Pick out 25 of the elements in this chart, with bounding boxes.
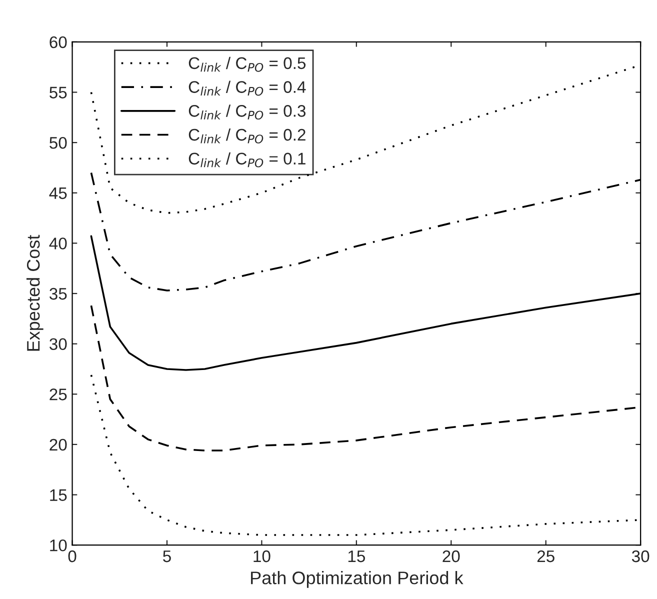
y-tick-label: 15 <box>50 489 67 501</box>
y-tick-label: 35 <box>50 288 67 300</box>
x-tick-label: 20 <box>442 550 460 562</box>
y-tick-label: 45 <box>49 187 67 200</box>
x-tick-label: 15 <box>348 550 365 562</box>
y-axis-title: Expected Cost <box>26 234 44 351</box>
x-tick-label: 10 <box>254 550 270 562</box>
y-tick-label: 25 <box>50 388 67 400</box>
y-tick-label: 60 <box>50 36 67 48</box>
legend-label: C$_{link}$ / C$_{PO}$ = 0.4 <box>188 80 306 96</box>
x-tick-label: 5 <box>163 550 171 562</box>
y-tick-label: 10 <box>50 539 67 552</box>
y-tick-label: 20 <box>50 438 67 451</box>
legend-label: C$_{link}$ / C$_{PO}$ = 0.5 <box>188 56 306 72</box>
y-tick-label: 40 <box>49 238 67 250</box>
x-tick-label: 30 <box>632 550 650 562</box>
x-axis-title: Path Optimization Period k <box>251 571 464 588</box>
legend-label: C$_{link}$ / C$_{PO}$ = 0.3 <box>188 104 306 120</box>
y-tick-label: 55 <box>50 86 67 98</box>
x-tick-label: 0 <box>68 550 76 562</box>
x-tick-label: 25 <box>537 550 554 562</box>
legend-label: C$_{link}$ / C$_{PO}$ = 0.2 <box>188 128 306 144</box>
legend-label: C$_{link}$ / C$_{PO}$ = 0.1 <box>188 152 306 168</box>
y-tick-label: 50 <box>50 136 67 149</box>
y-tick-label: 30 <box>50 338 67 350</box>
